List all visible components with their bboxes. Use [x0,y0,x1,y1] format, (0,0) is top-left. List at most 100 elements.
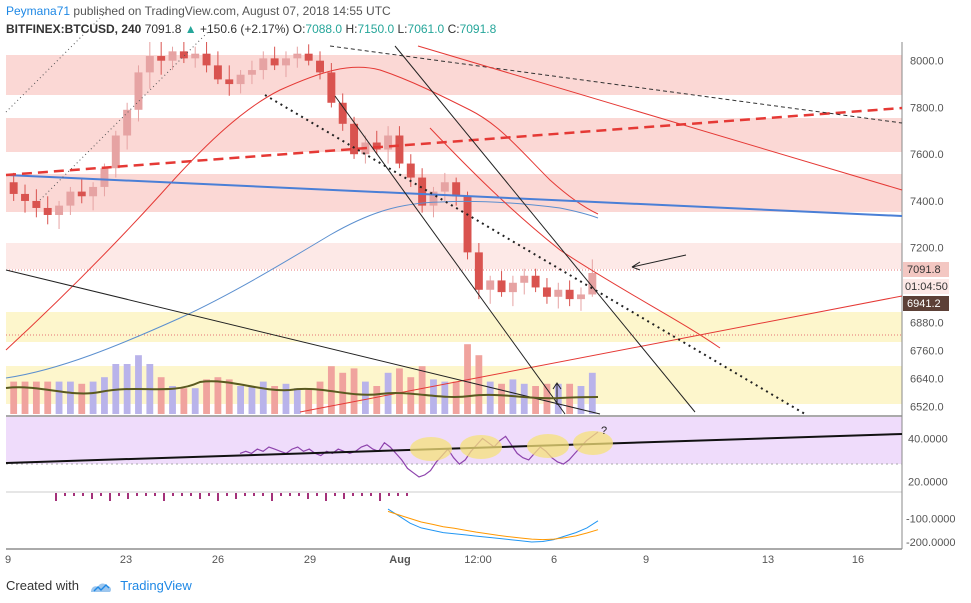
candle-body [270,58,279,66]
macd-histogram-bar [370,493,372,496]
macd-axis-tick: -100.0000 [906,513,956,525]
ohlc-legend: BITFINEX:BTCUSD, 240 7091.8 ▲ +150.6 (+2… [6,22,496,36]
rsi-axis-tick: 20.0000 [908,476,948,488]
close-label: C: [447,22,460,36]
candle-body [429,191,438,206]
time-axis-tick: Aug [389,554,410,566]
candle-body [508,282,517,293]
candle-body [531,275,540,288]
question-annotation: ? [601,425,607,437]
macd-histogram-bar [190,493,192,496]
macd-histogram-bar [388,493,390,496]
created-with-text: Created with [6,578,79,593]
time-axis-tick: 9 [643,554,649,566]
macd-histogram-bar [262,493,264,496]
price-change: +150.6 (+2.17%) [199,22,290,36]
arrow-head-icon [631,261,641,271]
tradingview-logo-icon[interactable] [89,580,113,594]
candle-body [395,135,404,164]
candle-body [43,207,52,215]
volume-bar [191,388,199,414]
volume-ma-line [5,380,599,400]
resistance-zone [6,243,902,269]
volume-bar [21,381,29,414]
rsi-trendline [5,433,903,464]
candle-body [191,53,200,59]
author-link[interactable]: Peymana71 [6,4,71,18]
red-resistance-line [417,45,903,191]
macd-histogram-bar [325,493,327,501]
candle-body [577,294,585,300]
macd-histogram-bar [406,493,408,496]
volume-bar [282,383,290,414]
macd-histogram-bar [217,493,219,501]
symbol-label: BITFINEX:BTCUSD, 240 [6,22,142,36]
macd-histogram-bar [82,493,84,496]
open-value: 7088.0 [305,22,343,36]
macd-histogram-bar [199,493,201,499]
macd-histogram-bar [136,493,138,496]
macd-histogram-bar [343,493,345,499]
volume-bar [203,379,210,414]
time-axis-tick: 23 [120,554,132,566]
time-axis-tick: 6 [551,554,557,566]
candle-body [89,186,98,197]
macd-histogram-bar [316,493,318,496]
volume-bar [135,355,142,414]
publish-line: Peymana71 published on TradingView.com, … [6,4,391,18]
macd-histogram-bar [100,493,102,496]
close-value: 7091.8 [459,22,497,36]
price-axis[interactable]: 8000.0 7800.0 7600.0 7400.0 7200.0 6880.0 6760… [906,56,956,549]
candle-body [463,196,472,253]
annotation-arrow [631,254,687,268]
macd-histogram-bar [118,493,120,496]
volume-bar [101,377,108,414]
candle-body [588,272,597,295]
candle-body [145,56,154,73]
up-arrow-icon: ▲ [184,22,197,36]
time-axis-tick: 29 [304,554,316,566]
volume-bar [32,381,40,414]
candle-body [497,280,506,293]
level-price-tag-text: 6941.2 [907,298,941,310]
volume-bar [55,381,63,414]
footer: Created with TradingView [6,578,192,594]
candle-body [134,72,143,110]
rsi-band [6,417,902,464]
candle-body [77,191,86,197]
red-dashed-trendline [5,106,903,177]
ma-red-line [5,66,599,351]
candle-body [452,182,461,197]
open-label: O: [292,22,306,36]
candle-body [259,58,268,71]
candle-body [316,60,324,73]
countdown-tag-text: 01:04:50 [905,281,948,293]
black-dashed-trendline [329,45,903,124]
volume-bar [327,366,335,414]
candle-body [372,142,381,150]
volume-bar [180,388,188,414]
high-value: 7150.0 [357,22,395,36]
dotted-uptrend-line [5,9,109,113]
macd-histogram-bar [397,493,399,496]
volume-bar [520,383,528,414]
time-axis-tick: 9 [5,554,11,566]
volume-bar [44,381,52,414]
candle-body [202,53,211,66]
level-price-tag [903,296,949,311]
dotted-uptrend-line-2 [39,29,211,201]
macd-histogram-bar [145,493,147,496]
macd-histogram-bar [307,493,309,499]
time-axis[interactable]: 9 23 26 29 Aug 12:00 6 9 13 16 [5,554,864,566]
volume-bar [67,381,74,414]
candle-body [168,51,177,61]
candle-body [100,168,109,187]
volume-bar [169,386,176,414]
tradingview-brand-link[interactable]: TradingView [120,578,192,593]
candle-body [304,53,313,61]
candle-body [157,56,166,61]
macd-histogram-bar [91,493,93,499]
volume-bar [588,372,596,414]
ma-red-line-fast [429,127,721,349]
